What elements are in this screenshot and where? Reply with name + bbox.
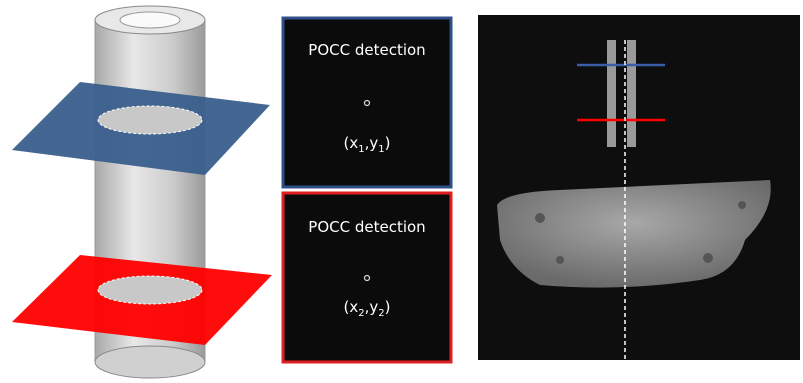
panel-2: POCC detection (x2,y2): [283, 193, 451, 362]
panel-1: POCC detection (x1,y1): [283, 18, 451, 187]
coordinate-part: (x: [344, 134, 359, 152]
coordinate-part: ): [385, 298, 391, 316]
coordinate-part: (x: [344, 298, 359, 316]
panel-title: POCC detection: [308, 218, 425, 236]
figure: POCC detection (x1,y1) POCC detection (x…: [0, 0, 803, 383]
panel-title: POCC detection: [308, 41, 425, 59]
page: {"panels": [ {"title": "POCC detection",…: [0, 0, 803, 383]
coordinate-part: ): [385, 134, 391, 152]
mr-image: [478, 15, 800, 360]
coordinate-part: ,y: [365, 134, 379, 152]
coordinate-part: ,y: [365, 298, 379, 316]
cylinder-illustration: [12, 6, 272, 378]
